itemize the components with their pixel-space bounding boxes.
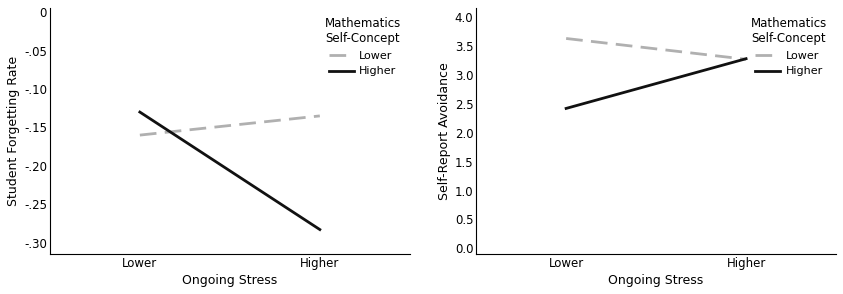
Legend: Lower, Higher: Lower, Higher — [321, 14, 405, 80]
Y-axis label: Self-Report Avoidance: Self-Report Avoidance — [438, 62, 450, 200]
X-axis label: Ongoing Stress: Ongoing Stress — [182, 274, 277, 287]
Legend: Lower, Higher: Lower, Higher — [748, 14, 830, 80]
X-axis label: Ongoing Stress: Ongoing Stress — [609, 274, 704, 287]
Y-axis label: Student Forgetting Rate: Student Forgetting Rate — [7, 56, 20, 206]
